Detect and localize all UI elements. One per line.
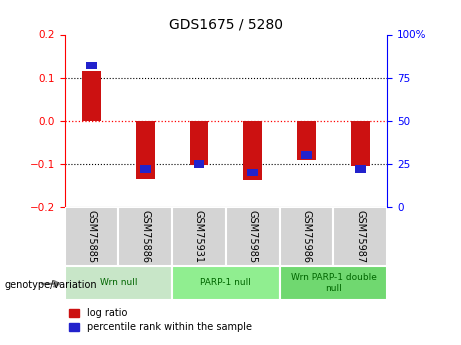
Bar: [140, 165, 151, 173]
Text: GSM75886: GSM75886: [140, 210, 150, 263]
Text: Wrn PARP-1 double
null: Wrn PARP-1 double null: [290, 273, 376, 293]
Text: GSM75885: GSM75885: [86, 210, 96, 263]
FancyBboxPatch shape: [172, 207, 226, 266]
Legend: log ratio, percentile rank within the sample: log ratio, percentile rank within the sa…: [70, 308, 252, 332]
Text: GSM75985: GSM75985: [248, 210, 258, 263]
Text: GSM75987: GSM75987: [355, 210, 366, 263]
FancyBboxPatch shape: [65, 266, 172, 300]
Text: GSM75986: GSM75986: [301, 210, 312, 263]
Bar: [189, 121, 208, 165]
Text: PARP-1 null: PARP-1 null: [201, 278, 251, 287]
Bar: [136, 121, 154, 179]
Title: GDS1675 / 5280: GDS1675 / 5280: [169, 18, 283, 32]
Text: Wrn null: Wrn null: [100, 278, 137, 287]
Bar: [194, 160, 204, 168]
Bar: [243, 121, 262, 180]
Text: GSM75931: GSM75931: [194, 210, 204, 263]
Text: genotype/variation: genotype/variation: [5, 280, 97, 289]
Bar: [301, 151, 312, 159]
FancyBboxPatch shape: [226, 207, 280, 266]
FancyBboxPatch shape: [65, 207, 118, 266]
FancyBboxPatch shape: [172, 266, 280, 300]
Bar: [248, 169, 258, 176]
Bar: [351, 121, 370, 166]
Bar: [86, 62, 97, 69]
Bar: [82, 71, 101, 121]
Bar: [297, 121, 316, 159]
FancyBboxPatch shape: [333, 207, 387, 266]
Bar: [355, 165, 366, 173]
FancyBboxPatch shape: [280, 207, 333, 266]
FancyBboxPatch shape: [118, 207, 172, 266]
FancyBboxPatch shape: [280, 266, 387, 300]
